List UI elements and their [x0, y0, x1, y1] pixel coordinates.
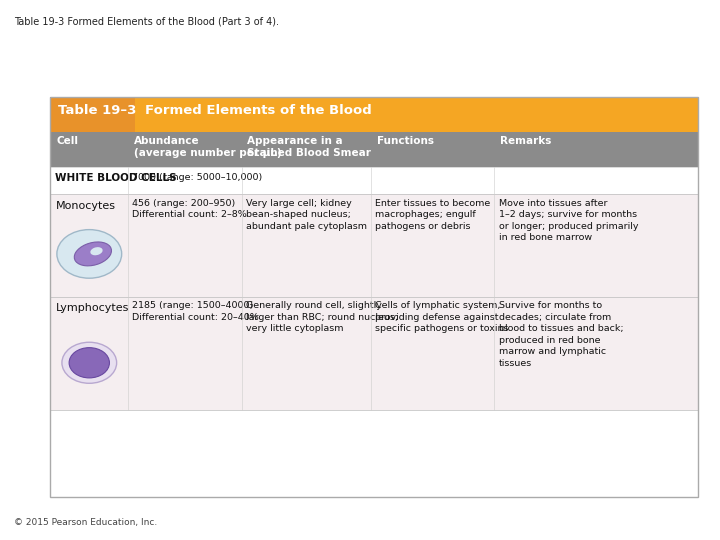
Text: 7000 (range: 5000–10,000): 7000 (range: 5000–10,000): [132, 173, 263, 182]
FancyBboxPatch shape: [50, 97, 698, 132]
Text: Generally round cell, slightly
larger than RBC; round nucleus;
very little cytop: Generally round cell, slightly larger th…: [246, 301, 398, 333]
Text: Move into tissues after
1–2 days; survive for months
or longer; produced primari: Move into tissues after 1–2 days; surviv…: [498, 199, 638, 242]
FancyBboxPatch shape: [50, 167, 698, 194]
Ellipse shape: [90, 247, 103, 255]
FancyBboxPatch shape: [50, 297, 698, 410]
Text: 456 (range: 200–950)
Differential count: 2–8%: 456 (range: 200–950) Differential count:…: [132, 199, 247, 219]
Text: Table 19-3 Formed Elements of the Blood (Part 3 of 4).: Table 19-3 Formed Elements of the Blood …: [14, 16, 279, 26]
Text: Table 19–3: Table 19–3: [58, 104, 136, 117]
FancyBboxPatch shape: [50, 194, 698, 297]
Ellipse shape: [74, 242, 112, 266]
Text: WHITE BLOOD CELLS: WHITE BLOOD CELLS: [55, 173, 176, 183]
Text: Cell: Cell: [56, 136, 78, 146]
Circle shape: [57, 230, 122, 278]
Circle shape: [69, 348, 109, 378]
Text: Survive for months to
decades; circulate from
blood to tissues and back;
produce: Survive for months to decades; circulate…: [498, 301, 624, 368]
Text: Enter tissues to become
macrophages; engulf
pathogens or debris: Enter tissues to become macrophages; eng…: [376, 199, 491, 231]
Text: Appearance in a
Stained Blood Smear: Appearance in a Stained Blood Smear: [248, 136, 372, 158]
Text: Formed Elements of the Blood: Formed Elements of the Blood: [145, 104, 372, 117]
Text: Very large cell; kidney
bean-shaped nucleus;
abundant pale cytoplasm: Very large cell; kidney bean-shaped nucl…: [246, 199, 367, 231]
Circle shape: [62, 342, 117, 383]
Text: Remarks: Remarks: [500, 136, 552, 146]
Text: Cells of lymphatic system,
providing defense against
specific pathogens or toxin: Cells of lymphatic system, providing def…: [376, 301, 509, 333]
Text: Abundance
(average number per μL): Abundance (average number per μL): [134, 136, 282, 158]
Text: Lymphocytes: Lymphocytes: [55, 303, 129, 314]
FancyBboxPatch shape: [50, 132, 698, 167]
Text: 2185 (range: 1500–4000)
Differential count: 20–40%: 2185 (range: 1500–4000) Differential cou…: [132, 301, 259, 322]
Text: Monocytes: Monocytes: [55, 201, 115, 211]
Text: Functions: Functions: [377, 136, 434, 146]
Text: © 2015 Pearson Education, Inc.: © 2015 Pearson Education, Inc.: [14, 517, 158, 526]
FancyBboxPatch shape: [50, 97, 135, 132]
